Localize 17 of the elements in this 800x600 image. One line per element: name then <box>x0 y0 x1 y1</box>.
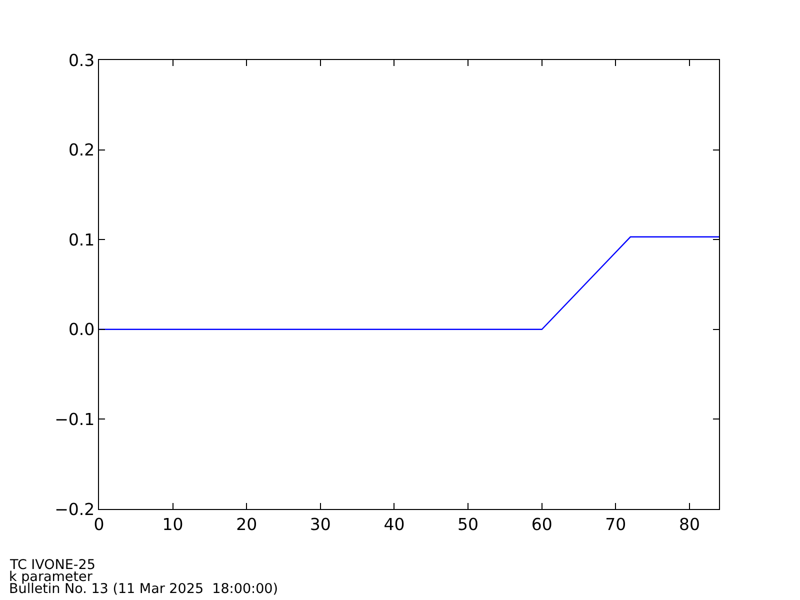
text: Bulletin No. 13 (11 Mar 2025 18:00:00) <box>9 581 278 597</box>
y-tick-label: −0.2 <box>54 500 95 519</box>
y-tick-label: 0.1 <box>68 230 95 250</box>
y-tick-label: 0.0 <box>68 320 95 340</box>
y-tick-label: 0.2 <box>68 140 95 160</box>
x-tick-label: 60 <box>531 514 552 534</box>
x-tick-label: 50 <box>458 514 479 534</box>
x-tick-label: 80 <box>678 514 700 534</box>
y-tick-label: −0.1 <box>54 410 95 429</box>
y-tick-label: 0.3 <box>68 50 95 70</box>
x-tick-label: 0 <box>94 514 104 534</box>
x-tick-label: 40 <box>384 514 405 534</box>
x-tick-label: 10 <box>162 514 184 534</box>
text: TC IVONE-25 <box>9 557 96 573</box>
x-tick-label: 30 <box>310 514 331 534</box>
x-tick-label: 20 <box>236 514 258 534</box>
x-tick-label: 70 <box>605 514 626 534</box>
